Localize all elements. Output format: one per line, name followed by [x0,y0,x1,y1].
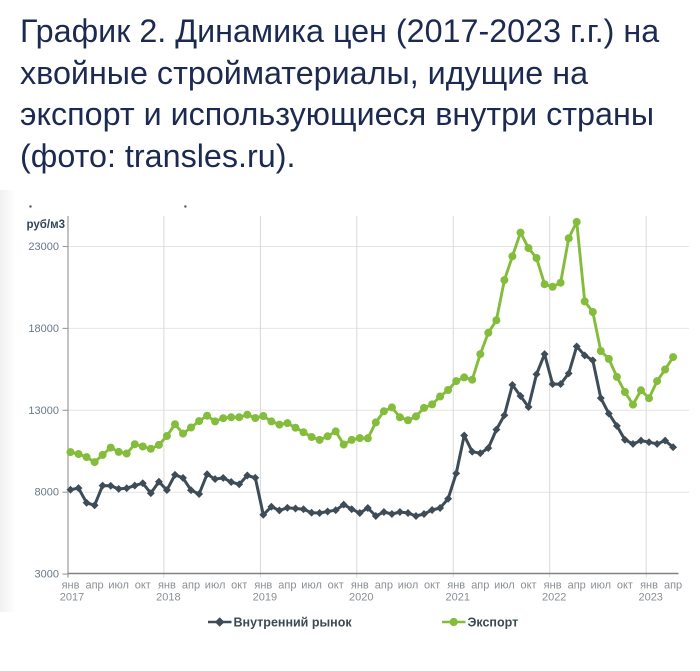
svg-text:июл: июл [591,580,612,592]
svg-text:апр: апр [664,580,682,592]
svg-text:2017: 2017 [60,592,84,604]
svg-text:апр: апр [471,580,489,592]
svg-text:июл: июл [398,580,419,592]
svg-text:18000: 18000 [28,323,59,335]
svg-text:3000: 3000 [35,569,59,581]
svg-text:13000: 13000 [28,405,59,417]
svg-text:апр: апр [182,580,200,592]
svg-text:апр: апр [375,580,393,592]
svg-text:янв: янв [254,580,272,592]
svg-text:23000: 23000 [28,241,59,253]
svg-text:окт: окт [424,580,440,592]
svg-text:июл: июл [205,580,226,592]
svg-text:Экспорт: Экспорт [468,616,519,630]
svg-text:2020: 2020 [349,592,373,604]
svg-text:янв: янв [158,580,176,592]
svg-text:окт: окт [231,580,247,592]
svg-text:янв: янв [640,580,658,592]
svg-text:2019: 2019 [253,592,277,604]
svg-text:янв: янв [351,580,369,592]
svg-text:2023: 2023 [638,592,662,604]
svg-text:окт: окт [617,580,633,592]
svg-text:апр: апр [85,580,103,592]
svg-text:янв: янв [544,580,562,592]
svg-text:янв: янв [447,580,465,592]
svg-text:окт: окт [520,580,536,592]
svg-text:апр: апр [278,580,296,592]
svg-text:8000: 8000 [35,487,59,499]
svg-text:янв: янв [62,580,80,592]
svg-text:2018: 2018 [156,592,180,604]
svg-text:июл: июл [494,580,515,592]
svg-text:окт: окт [135,580,151,592]
svg-text:апр: апр [568,580,586,592]
svg-text:июл: июл [108,580,129,592]
svg-text:2021: 2021 [446,592,470,604]
svg-text:2022: 2022 [542,592,566,604]
svg-text:руб/м3: руб/м3 [27,219,65,231]
svg-text:Внутренний рынок: Внутренний рынок [234,616,353,630]
svg-text:июл: июл [301,580,322,592]
svg-text:окт: окт [328,580,344,592]
